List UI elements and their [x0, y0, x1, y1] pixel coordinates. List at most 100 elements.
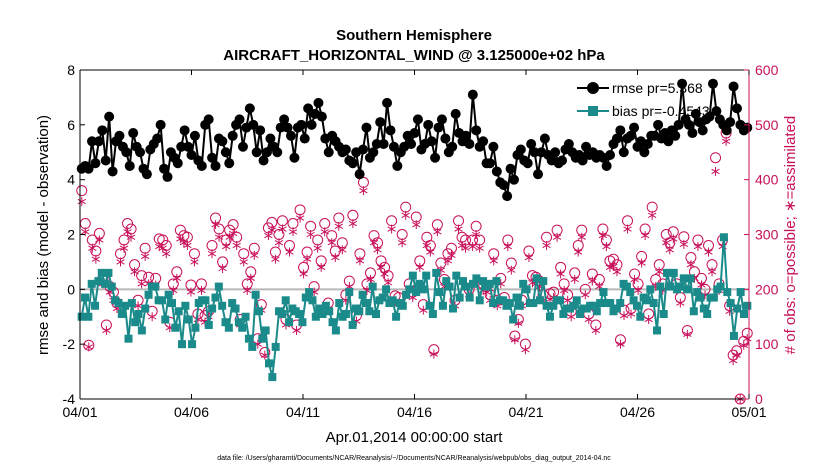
- assimilated-obs-marker: [317, 262, 326, 272]
- bias-point: [465, 293, 474, 302]
- assimilated-obs-marker: [95, 235, 104, 245]
- bias-point: [91, 301, 100, 310]
- bias-point: [234, 318, 243, 327]
- assimilated-obs-marker: [686, 260, 696, 270]
- assimilated-obs-stroke: [348, 220, 358, 227]
- rmse-point: [289, 152, 300, 163]
- assimilated-obs-marker: [447, 250, 456, 260]
- rmse-point: [409, 128, 420, 139]
- bias-point: [599, 288, 608, 297]
- assimilated-obs-marker: [313, 243, 322, 253]
- bias-point: [559, 310, 568, 319]
- assimilated-obs-marker: [130, 267, 139, 277]
- bias-point: [515, 301, 524, 310]
- rmse-point: [361, 122, 372, 133]
- assimilated-obs-stroke: [359, 187, 368, 194]
- bias-point: [535, 296, 544, 305]
- assimilated-obs-marker: [373, 245, 382, 255]
- y-tick-label-right: 300: [755, 227, 779, 243]
- assimilated-obs-marker: [267, 225, 277, 235]
- assimilated-obs-stroke: [186, 289, 196, 295]
- assimilated-obs-stroke: [461, 245, 470, 251]
- assimilated-obs-stroke: [383, 280, 393, 286]
- bias-point: [271, 342, 280, 351]
- assimilated-obs-stroke: [574, 249, 583, 255]
- y-tick-label-left: 4: [67, 172, 75, 188]
- rmse-point: [141, 169, 152, 180]
- bias-point: [539, 277, 548, 286]
- assimilated-obs-stroke: [426, 249, 435, 255]
- rmse-point: [210, 160, 221, 171]
- bias-point: [365, 307, 374, 316]
- bias-point: [736, 288, 745, 297]
- assimilated-obs-stroke: [211, 221, 220, 228]
- bias-point: [729, 331, 738, 340]
- assimilated-obs-stroke: [542, 242, 551, 249]
- rmse-point: [285, 130, 296, 141]
- assimilated-obs-stroke: [355, 258, 365, 264]
- bias-point: [328, 318, 337, 327]
- bias-point: [649, 299, 658, 308]
- assimilated-obs-marker: [338, 245, 347, 255]
- bias-point: [653, 326, 662, 335]
- assimilated-obs-stroke: [243, 287, 252, 294]
- assimilated-obs-stroke: [570, 276, 579, 283]
- assimilated-obs-stroke: [239, 259, 248, 265]
- bias-point: [519, 279, 528, 288]
- bias-point: [268, 373, 277, 382]
- legend-bias-label: bias pr=-0.4543: [612, 103, 710, 119]
- assimilated-obs-stroke: [581, 292, 590, 298]
- rmse-point: [97, 125, 108, 136]
- assimilated-obs-stroke: [648, 212, 657, 218]
- rmse-point: [159, 163, 170, 174]
- assimilated-obs-stroke: [398, 240, 407, 246]
- rmse-point: [515, 144, 526, 155]
- y-tick-label-left: -4: [63, 391, 76, 407]
- data-file-note: data file: /Users/gharamti/Documents/NCA…: [217, 455, 611, 462]
- rmse-point: [244, 103, 255, 114]
- assimilated-obs-marker: [229, 228, 238, 238]
- bias-point: [612, 304, 621, 313]
- rmse-point: [533, 169, 544, 180]
- bias-point: [716, 282, 725, 291]
- bias-point: [254, 307, 263, 316]
- bias-point: [264, 359, 273, 368]
- assimilated-obs-marker: [471, 230, 481, 239]
- assimilated-obs-marker: [306, 230, 315, 239]
- assimilated-obs-marker: [475, 243, 484, 253]
- rmse-point: [368, 147, 379, 158]
- assimilated-obs-stroke: [433, 229, 442, 235]
- bias-point: [689, 307, 698, 316]
- rmse-point: [114, 130, 125, 141]
- bias-series: [77, 233, 752, 382]
- assimilated-obs-stroke: [179, 240, 189, 246]
- assimilated-obs-stroke: [412, 221, 421, 228]
- y-tick-label-right: 100: [755, 336, 779, 352]
- rmse-point: [725, 117, 736, 128]
- rmse-point: [385, 125, 396, 136]
- rmse-point: [601, 160, 612, 171]
- assimilated-obs-stroke: [218, 265, 227, 272]
- bias-point: [723, 288, 732, 297]
- assimilated-obs-stroke: [221, 243, 231, 250]
- assimilated-obs-stroke: [197, 287, 206, 294]
- assimilated-obs-stroke: [510, 337, 520, 343]
- rmse-point: [505, 163, 516, 174]
- rmse-point: [371, 139, 382, 150]
- assimilated-obs-marker: [387, 224, 396, 234]
- rmse-point: [673, 119, 684, 130]
- bias-point: [606, 299, 615, 308]
- rmse-point: [707, 78, 718, 89]
- bias-point: [442, 277, 451, 286]
- bias-point: [107, 282, 116, 291]
- assimilated-obs-marker: [626, 309, 636, 319]
- bias-point: [408, 271, 417, 280]
- rmse-point: [382, 97, 393, 108]
- assimilated-obs-stroke: [172, 275, 181, 282]
- bias-point: [472, 274, 481, 283]
- assimilated-obs-marker: [665, 245, 674, 255]
- bias-point: [512, 293, 521, 302]
- bias-point: [693, 288, 702, 297]
- assimilated-obs-marker: [84, 342, 93, 352]
- assimilated-obs-marker: [186, 287, 196, 297]
